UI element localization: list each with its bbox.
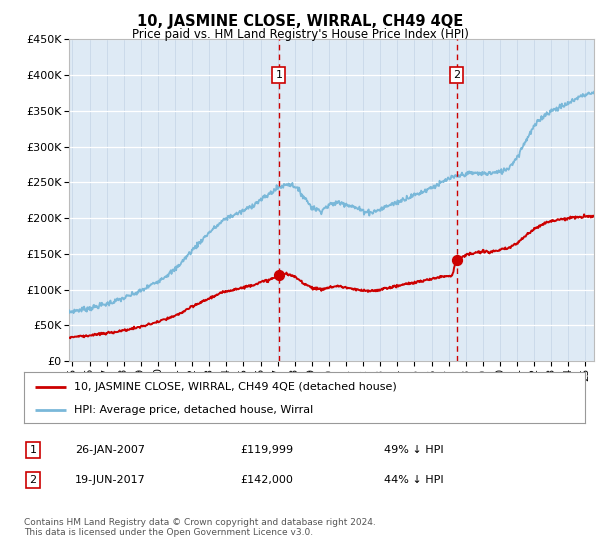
Text: 1: 1 bbox=[275, 70, 283, 80]
Text: 2: 2 bbox=[29, 475, 37, 485]
Text: Price paid vs. HM Land Registry's House Price Index (HPI): Price paid vs. HM Land Registry's House … bbox=[131, 28, 469, 41]
Text: 26-JAN-2007: 26-JAN-2007 bbox=[75, 445, 145, 455]
Text: £142,000: £142,000 bbox=[240, 475, 293, 485]
Text: 19-JUN-2017: 19-JUN-2017 bbox=[75, 475, 146, 485]
Text: 49% ↓ HPI: 49% ↓ HPI bbox=[384, 445, 443, 455]
Text: 10, JASMINE CLOSE, WIRRAL, CH49 4QE: 10, JASMINE CLOSE, WIRRAL, CH49 4QE bbox=[137, 14, 463, 29]
Text: HPI: Average price, detached house, Wirral: HPI: Average price, detached house, Wirr… bbox=[74, 405, 314, 415]
Point bbox=[452, 255, 461, 264]
Text: 2: 2 bbox=[453, 70, 460, 80]
Text: £119,999: £119,999 bbox=[240, 445, 293, 455]
Text: 1: 1 bbox=[29, 445, 37, 455]
Text: 44% ↓ HPI: 44% ↓ HPI bbox=[384, 475, 443, 485]
Point bbox=[274, 271, 284, 280]
Text: Contains HM Land Registry data © Crown copyright and database right 2024.
This d: Contains HM Land Registry data © Crown c… bbox=[24, 518, 376, 538]
Text: 10, JASMINE CLOSE, WIRRAL, CH49 4QE (detached house): 10, JASMINE CLOSE, WIRRAL, CH49 4QE (det… bbox=[74, 381, 397, 391]
